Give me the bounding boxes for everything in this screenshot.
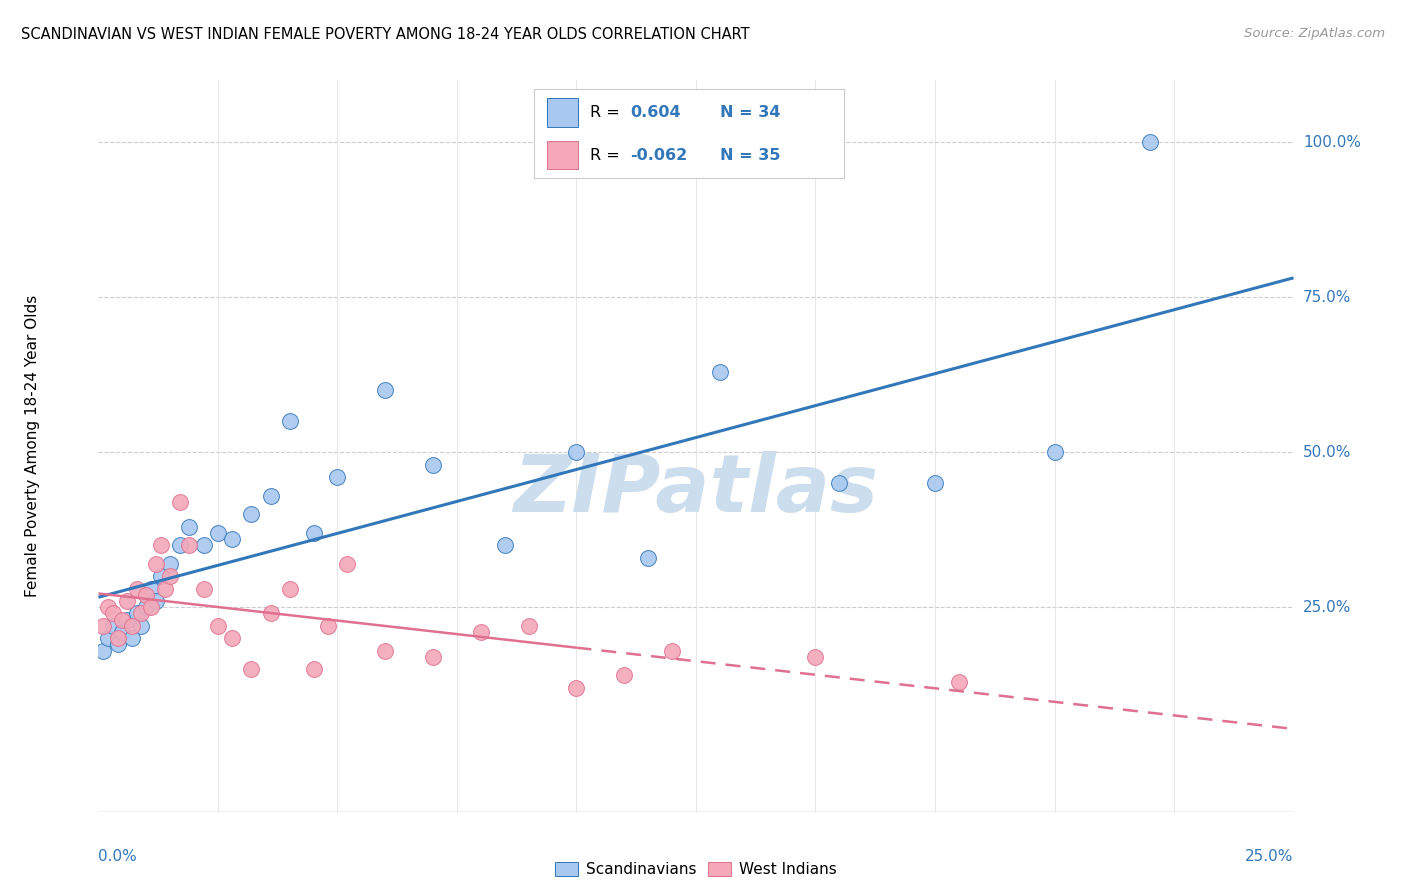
Point [193, 538, 215, 552]
Point [149, 538, 172, 552]
Point [278, 414, 301, 428]
Text: Female Poverty Among 18-24 Year Olds: Female Poverty Among 18-24 Year Olds [25, 295, 41, 597]
Point [121, 631, 143, 645]
Point [240, 507, 263, 521]
Point [637, 550, 659, 565]
Legend: Scandinavians, West Indians: Scandinavians, West Indians [555, 862, 837, 877]
Text: 0.604: 0.604 [630, 105, 681, 120]
Text: 100.0%: 100.0% [1303, 135, 1361, 150]
Point [709, 365, 731, 379]
Point [179, 519, 201, 533]
Point [159, 557, 181, 571]
Point [221, 631, 243, 645]
Point [422, 649, 444, 664]
Point [565, 681, 588, 695]
Point [336, 557, 359, 571]
Point [302, 525, 325, 540]
Point [145, 594, 167, 608]
Point [207, 619, 229, 633]
Point [207, 525, 229, 540]
Point [145, 557, 167, 571]
Point [613, 668, 636, 682]
Point [107, 631, 129, 645]
Point [135, 600, 157, 615]
Point [101, 607, 124, 621]
Text: 50.0%: 50.0% [1303, 445, 1351, 459]
Point [924, 476, 946, 491]
Text: SCANDINAVIAN VS WEST INDIAN FEMALE POVERTY AMONG 18-24 YEAR OLDS CORRELATION CHA: SCANDINAVIAN VS WEST INDIAN FEMALE POVER… [21, 27, 749, 42]
Point [97, 631, 120, 645]
Point [193, 582, 215, 596]
Text: ZIPatlas: ZIPatlas [513, 450, 879, 529]
Point [169, 538, 191, 552]
Point [661, 643, 683, 657]
Point [101, 619, 124, 633]
Point [804, 649, 827, 664]
Point [91, 619, 114, 633]
Point [259, 607, 281, 621]
Point [155, 582, 177, 596]
Point [278, 582, 301, 596]
Point [1043, 445, 1066, 459]
Point [135, 588, 157, 602]
Point [240, 662, 263, 676]
Text: 25.0%: 25.0% [1246, 849, 1294, 864]
Point [125, 582, 148, 596]
Point [115, 613, 138, 627]
Bar [547, 98, 578, 127]
Point [326, 470, 349, 484]
Point [470, 624, 492, 639]
Point [139, 600, 162, 615]
Point [139, 582, 162, 596]
Point [374, 383, 396, 397]
Point [517, 619, 540, 633]
Point [1139, 135, 1161, 149]
Point [111, 624, 134, 639]
Point [565, 445, 588, 459]
Text: Source: ZipAtlas.com: Source: ZipAtlas.com [1244, 27, 1385, 40]
Point [111, 613, 134, 627]
Point [169, 495, 191, 509]
Point [374, 643, 396, 657]
Point [125, 607, 148, 621]
Point [131, 607, 153, 621]
Text: N = 34: N = 34 [720, 105, 780, 120]
Text: 0.0%: 0.0% [98, 849, 138, 864]
Bar [547, 141, 578, 169]
Point [97, 600, 120, 615]
Point [91, 643, 114, 657]
Point [422, 458, 444, 472]
Point [115, 594, 138, 608]
Point [494, 538, 516, 552]
Point [302, 662, 325, 676]
Text: 25.0%: 25.0% [1303, 599, 1351, 615]
Point [179, 538, 201, 552]
Point [828, 476, 851, 491]
Point [159, 569, 181, 583]
Point [259, 489, 281, 503]
Point [131, 619, 153, 633]
Point [221, 532, 243, 546]
Point [948, 674, 970, 689]
Text: R =: R = [591, 105, 624, 120]
Text: R =: R = [591, 148, 624, 162]
Text: N = 35: N = 35 [720, 148, 780, 162]
Text: -0.062: -0.062 [630, 148, 688, 162]
Text: 75.0%: 75.0% [1303, 290, 1351, 305]
Point [316, 619, 339, 633]
Point [107, 637, 129, 651]
Point [121, 619, 143, 633]
Point [149, 569, 172, 583]
